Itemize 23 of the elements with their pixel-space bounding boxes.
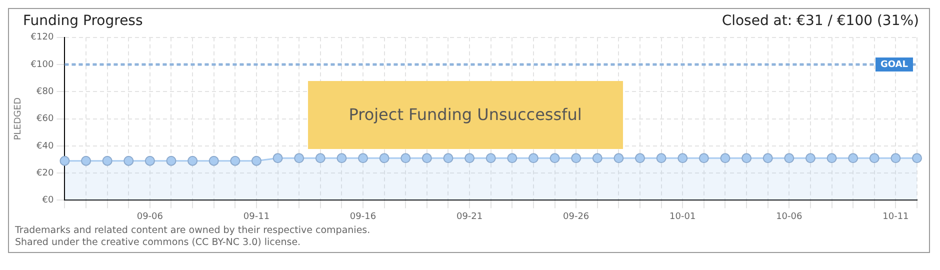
notice-banner: Project Funding Unsuccessful (308, 80, 623, 149)
y-tick-label: €100 (30, 60, 54, 70)
x-tick-label: 09-11 (243, 212, 270, 222)
y-tick-label: €120 (30, 32, 54, 43)
chart-subtitle: Closed at: €31 / €100 (31%) (722, 13, 919, 29)
y-axis-title: PLEDGED (14, 97, 24, 140)
x-tick-label: 10-06 (776, 212, 803, 222)
text: Trademarks and related content are owned by their respective companies. (15, 225, 372, 237)
x-tick-label: 09-26 (563, 212, 590, 222)
x-tick-label: 10-01 (670, 212, 696, 222)
x-tick-label: 10-11 (882, 212, 909, 222)
y-tick-label: €80 (36, 87, 54, 98)
x-tick-label: 09-16 (350, 212, 376, 222)
y-tick-label: €20 (36, 168, 54, 178)
text: Shared under the creative commons (CC BY-NC 3.0) license. (15, 237, 302, 249)
ref-line-label: GOAL (880, 60, 908, 70)
y-tick-label: €0 (42, 196, 54, 206)
x-tick-label: 09-21 (456, 212, 483, 222)
chart-title: Funding Progress (23, 13, 143, 29)
y-tick-label: €60 (36, 114, 54, 124)
annotation: Project Funding Unsuccessful (348, 105, 582, 124)
x-tick-label: 09-06 (136, 212, 164, 222)
y-tick-label: €40 (36, 141, 54, 152)
